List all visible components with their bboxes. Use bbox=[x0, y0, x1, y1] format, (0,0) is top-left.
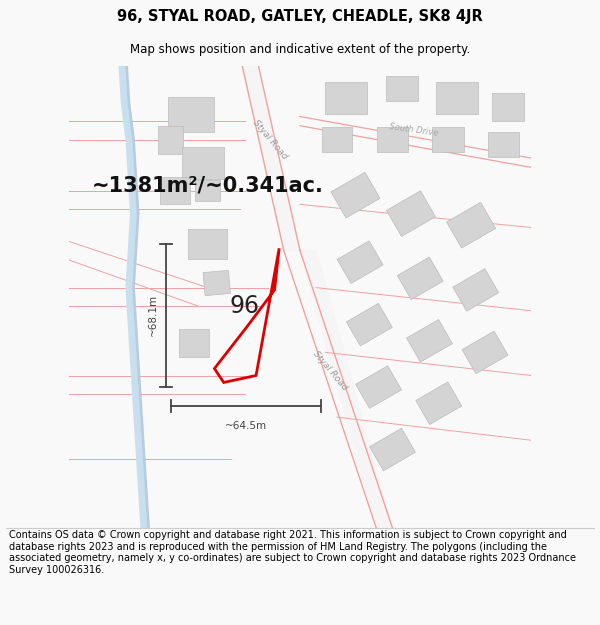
Polygon shape bbox=[179, 329, 209, 357]
Polygon shape bbox=[356, 366, 401, 408]
Polygon shape bbox=[377, 127, 407, 152]
Polygon shape bbox=[370, 428, 415, 471]
Text: ~68.1m: ~68.1m bbox=[148, 294, 158, 336]
Polygon shape bbox=[453, 269, 499, 311]
Polygon shape bbox=[188, 229, 227, 259]
Text: Styal Road: Styal Road bbox=[311, 349, 349, 392]
Polygon shape bbox=[346, 303, 392, 346]
Polygon shape bbox=[182, 146, 224, 179]
Polygon shape bbox=[492, 93, 524, 121]
Text: Map shows position and indicative extent of the property.: Map shows position and indicative extent… bbox=[130, 42, 470, 56]
Polygon shape bbox=[416, 382, 462, 424]
Text: 96, STYAL ROAD, GATLEY, CHEADLE, SK8 4JR: 96, STYAL ROAD, GATLEY, CHEADLE, SK8 4JR bbox=[117, 9, 483, 24]
Polygon shape bbox=[300, 251, 392, 528]
Text: Styal Road: Styal Road bbox=[251, 118, 289, 161]
Polygon shape bbox=[160, 177, 190, 204]
Polygon shape bbox=[386, 191, 436, 236]
Text: Contains OS data © Crown copyright and database right 2021. This information is : Contains OS data © Crown copyright and d… bbox=[9, 530, 576, 575]
Polygon shape bbox=[325, 82, 367, 114]
Polygon shape bbox=[446, 202, 496, 248]
Polygon shape bbox=[488, 131, 518, 157]
Text: 96: 96 bbox=[229, 294, 259, 318]
Text: South Drive: South Drive bbox=[388, 122, 439, 138]
Polygon shape bbox=[158, 126, 183, 154]
Polygon shape bbox=[242, 66, 300, 251]
Text: ~64.5m: ~64.5m bbox=[224, 421, 267, 431]
Polygon shape bbox=[462, 331, 508, 374]
Polygon shape bbox=[203, 271, 230, 296]
Text: ~1381m²/~0.341ac.: ~1381m²/~0.341ac. bbox=[92, 176, 323, 196]
Polygon shape bbox=[432, 127, 464, 152]
Polygon shape bbox=[331, 173, 380, 218]
Polygon shape bbox=[168, 97, 214, 131]
Polygon shape bbox=[407, 319, 452, 362]
Polygon shape bbox=[322, 127, 352, 152]
Polygon shape bbox=[386, 76, 418, 101]
Polygon shape bbox=[337, 241, 383, 284]
Polygon shape bbox=[397, 257, 443, 299]
Polygon shape bbox=[195, 180, 220, 201]
Polygon shape bbox=[436, 82, 478, 114]
